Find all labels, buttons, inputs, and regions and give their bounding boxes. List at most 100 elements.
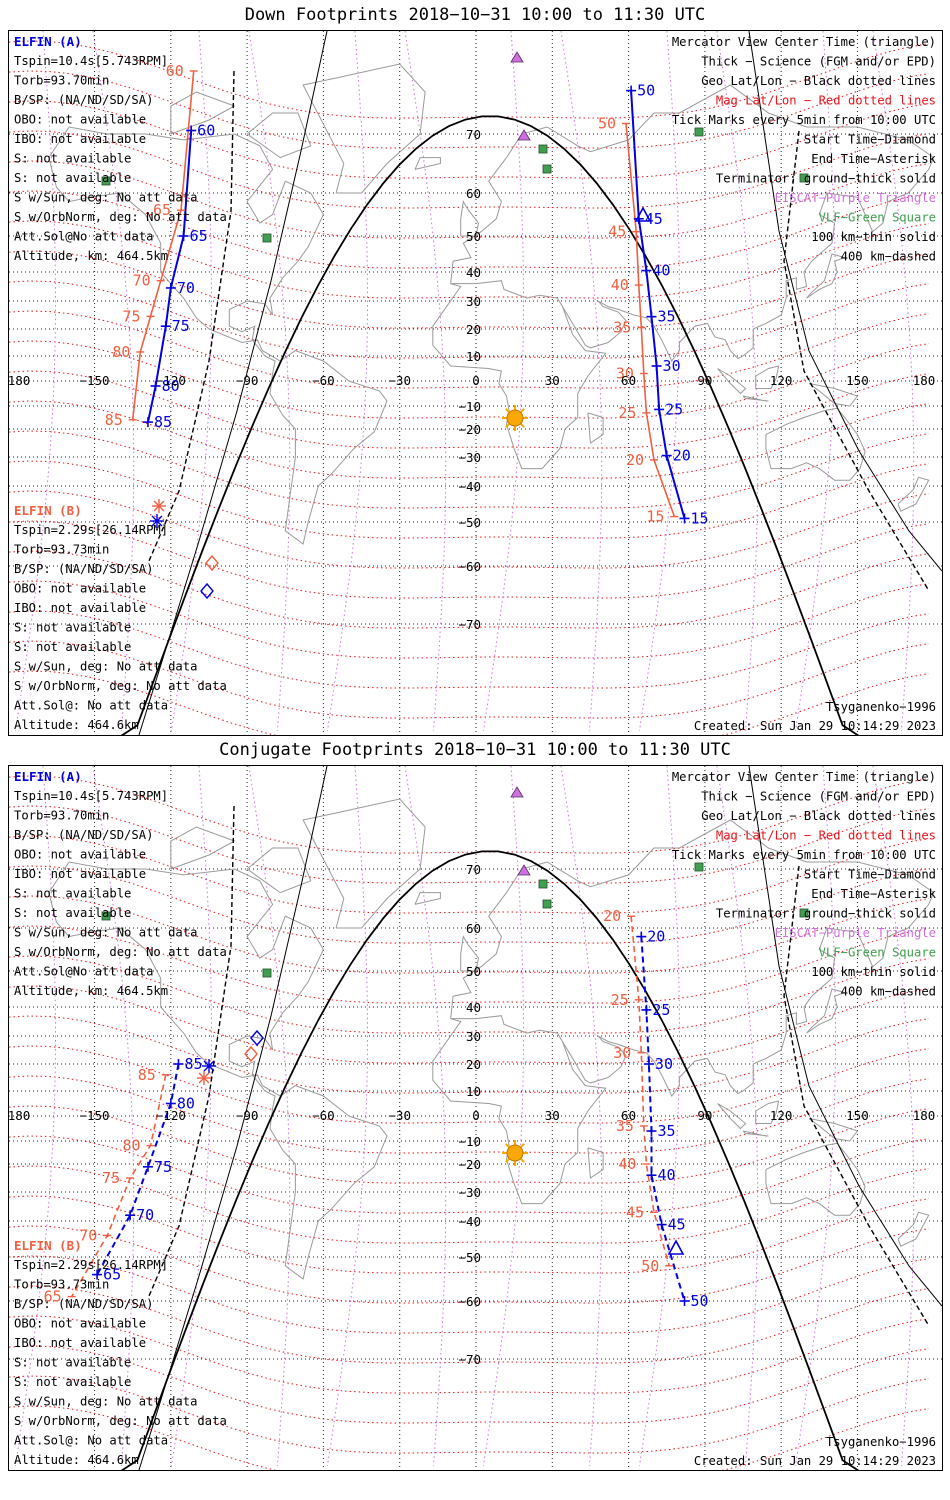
red-tick-label: 25 — [611, 991, 629, 1009]
mag-grid — [8, 30, 930, 749]
legend-line: Terminator: ground−thick solid — [716, 172, 936, 186]
coastline — [450, 84, 934, 284]
elfin-b-info-line: Altitude: 464.6km — [14, 718, 139, 732]
longitude-label: −120 — [156, 373, 186, 388]
coastline — [742, 395, 769, 402]
sun-ray — [519, 1143, 525, 1149]
elfin-b-info-line: Torb=93.73min — [14, 543, 109, 557]
longitude-label: −90 — [236, 1108, 259, 1123]
geo-grid — [9, 31, 942, 735]
red-tick-label: 85 — [138, 1066, 156, 1084]
map-frame: 50 45 40 35 30 25 20 15 60 65 70 75 80 85 50 45 40 35 30 25… — [8, 30, 943, 749]
coastline — [302, 798, 426, 929]
latitude-label: −30 — [458, 450, 481, 465]
blue-tick-label: 75 — [154, 1158, 172, 1176]
elfin-a-info-line: B/SP: (NA/ND/SD/SA) — [14, 828, 153, 842]
mag-meridian — [92, 765, 135, 1467]
blue-tick-label: 40 — [652, 262, 670, 280]
elfin-a-info-line: S: not available — [14, 906, 131, 920]
down-footprints-panel: Down Footprints 2018−10−31 10:00 to 11:3… — [0, 0, 950, 749]
legend-line: Terminator: ground−thick solid — [716, 907, 936, 921]
start-time-diamond-icon — [200, 582, 214, 600]
red-tick-label: 65 — [44, 1288, 62, 1306]
red-tick-label: 50 — [598, 115, 616, 133]
end-time-asterisk-icon — [153, 500, 165, 512]
legend-line: End Time−Asterisk — [811, 152, 936, 166]
blue-tick-label: 20 — [647, 928, 665, 946]
blue-tick-label: 85 — [184, 1055, 202, 1073]
red-tick-label: 30 — [616, 365, 634, 383]
blue-tick-label: 45 — [645, 210, 663, 228]
conjugate-footprints-panel: Conjugate Footprints 2018−10−31 10:00 to… — [0, 740, 950, 1500]
elfin-a-info-line: S w/Sun, deg: No att data — [14, 191, 197, 205]
blue-tick-label: 50 — [691, 1292, 709, 1310]
coastline — [432, 280, 607, 470]
red-tick-label: 40 — [611, 276, 629, 294]
sun-ray — [505, 1143, 511, 1149]
blue-tick-label: 80 — [177, 1095, 195, 1113]
red-tick-label: 40 — [618, 1155, 636, 1173]
coastline — [460, 935, 480, 972]
longitude-label: 150 — [846, 1108, 869, 1123]
legend-line: End Time−Asterisk — [811, 887, 936, 901]
elfin-a-info-line: Altitude, km: 464.5km — [14, 249, 168, 263]
axis-labels: 180 −150 −120 −90 −60 −30 0 30 60 90 120 150 180 70 60… — [8, 862, 936, 1367]
latitude-label: −60 — [458, 559, 481, 574]
elfin-a-info-line: Torb=93.70min — [14, 809, 109, 823]
longitude-label: −60 — [312, 1108, 335, 1123]
coastline — [432, 1015, 607, 1205]
coastline — [765, 407, 866, 481]
coastline — [587, 412, 604, 444]
terminator-400km-line — [783, 130, 930, 592]
elfin-a-info: ELFIN (A) Tspin=10.4s[5.743RPM] Torb=93.70… — [14, 769, 227, 998]
coastline — [302, 63, 426, 194]
blue-tick-label: 15 — [691, 509, 709, 527]
longitude-label: 90 — [697, 1108, 712, 1123]
vlf-square-icon — [101, 176, 111, 186]
mag-meridian — [560, 30, 603, 732]
longitude-label: 60 — [621, 373, 636, 388]
longitude-label: −30 — [388, 373, 411, 388]
coastlines — [48, 798, 935, 1280]
coastline — [897, 476, 930, 512]
longitude-label: 180 — [9, 1108, 30, 1123]
terminator-400km-line — [783, 865, 930, 1327]
blue-tick-label: 70 — [136, 1206, 154, 1224]
footprint-tracks — [131, 70, 686, 519]
latitude-label: 70 — [466, 127, 481, 142]
blue-tick-label: 60 — [197, 122, 215, 140]
terminator-ground-line — [39, 115, 860, 737]
latitude-label: −30 — [458, 1185, 481, 1200]
latitude-label: −70 — [458, 1352, 481, 1367]
latitude-label: 40 — [466, 1000, 481, 1015]
elfin-a-info-line: Tspin=10.4s[5.743RPM] — [14, 789, 168, 803]
coastline — [587, 1147, 604, 1179]
elfin-a-info-line: OBO: not available — [14, 113, 146, 127]
longitude-label: −150 — [79, 1108, 109, 1123]
blue-tick-label: 30 — [663, 357, 681, 375]
terminator-100km-line — [748, 30, 943, 572]
coastline — [48, 126, 388, 545]
longitude-label: −90 — [236, 373, 259, 388]
mag-parallel — [8, 280, 930, 359]
legend-line: VLF−Green Square — [819, 946, 936, 960]
start-time-diamond-icon — [244, 1045, 258, 1063]
coastline — [717, 368, 747, 395]
elfin-b-blue-track — [96, 1063, 180, 1276]
latitude-label: −40 — [458, 1214, 481, 1229]
legend: Mercator View Center Time (triangle) Thic… — [672, 35, 937, 264]
elfin-b-info-line: S w/Sun, deg: No att data — [14, 1395, 197, 1409]
latitude-label: 40 — [466, 265, 481, 280]
coastline — [717, 1103, 747, 1130]
coastline — [414, 157, 441, 170]
red-tick-label: 70 — [133, 272, 151, 290]
legend-line: Mag Lat/Lon − Red dotted lines — [716, 829, 936, 843]
sun-ray — [505, 408, 511, 414]
legend: Mercator View Center Time (triangle) Thic… — [672, 770, 937, 999]
center-time-triangle-icon — [634, 206, 652, 222]
legend-line: Geo Lat/Lon − Black dotted lines — [701, 74, 936, 88]
latitude-label: 10 — [466, 349, 481, 364]
terminator-100km-line — [138, 765, 328, 1471]
longitude-label: 30 — [545, 373, 560, 388]
red-tick-label: 45 — [608, 223, 626, 241]
